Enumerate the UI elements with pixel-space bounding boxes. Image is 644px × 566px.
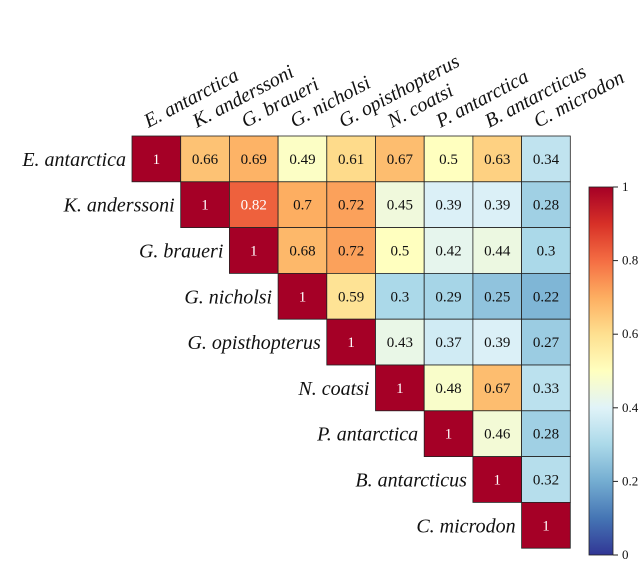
cell-value: 0.28 [533,427,559,443]
cell-value: 0.27 [533,335,560,351]
cell-value: 0.67 [387,152,414,168]
heatmap-cell [228,227,279,274]
colorbar-tick-label: 0.2 [622,473,638,488]
colorbar-gradient [588,186,614,556]
heatmap-cell [521,135,571,183]
heatmap-cell [131,135,182,183]
row-label: G. nicholsi [184,286,272,308]
heatmap-cell [423,135,474,183]
row-label: K. anderssoni [63,195,175,217]
heatmap-cell [472,456,522,503]
heatmap-cells: 1 0.66 0.69 0.49 0.61 0.67 0.5 0.63 0.34 1 0.82 0.7… [131,135,571,549]
cell-value: 1 [396,381,404,397]
cell-value: 0.32 [533,473,559,489]
heatmap-cell [521,410,571,457]
cell-value: 0.42 [435,244,461,260]
heatmap-cell [472,364,522,412]
heatmap-cell [375,135,425,183]
heatmap-cell [521,181,571,229]
cell-value: 1 [299,289,307,305]
cell-value: 0.34 [533,152,560,168]
heatmap-cell [277,272,328,320]
heatmap-cell [326,227,376,274]
heatmap-cell [326,318,376,366]
colorbar-tick-label: 0.4 [622,400,639,415]
heatmap-cell [180,135,230,183]
cell-value: 0.5 [390,244,409,260]
heatmap-cell [423,318,474,366]
colorbar-ticks: 0 0.2 0.4 0.6 0.8 1 [613,179,639,562]
cell-value: 0.39 [484,198,510,214]
cell-value: 0.5 [439,152,458,168]
cell-value: 0.69 [241,152,267,168]
cell-value: 1 [542,518,550,534]
heatmap-cell [423,272,474,320]
cell-value: 0.82 [241,198,267,214]
heatmap-cell [521,456,571,503]
row-label: P. antarctica [316,424,418,446]
row-label: G. braueri [139,241,223,263]
row-labels: E. antarctica K. anderssoni G. braueri G. n… [21,149,515,537]
cell-value: 0.45 [387,198,413,214]
heatmap-cell [375,318,425,366]
cell-value: 0.7 [293,198,312,214]
cell-value: 0.29 [435,289,461,305]
cell-value: 0.43 [387,335,413,351]
row-label: B. antarcticus [355,470,467,492]
heatmap-cell [277,135,328,183]
colorbar-tick-label: 0.6 [622,326,639,341]
colorbar-tick-label: 0.8 [622,253,638,268]
heatmap-cell [472,318,522,366]
cell-value: 0.3 [390,289,409,305]
colorbar: 0 0.2 0.4 0.6 0.8 1 [588,179,639,562]
cell-value: 0.44 [484,244,511,260]
row-label: G. opisthopterus [187,332,321,354]
colorbar-tick-label: 0 [622,547,629,562]
row-label: C. microdon [416,515,515,537]
heatmap-cell [521,501,571,549]
cell-value: 0.28 [533,198,559,214]
cell-value: 0.37 [435,335,462,351]
heatmap-cell [326,181,376,229]
cell-value: 0.66 [192,152,219,168]
heatmap-cell [472,181,522,229]
heatmap-cell [375,364,425,412]
cell-value: 0.67 [484,381,511,397]
cell-value: 0.68 [289,244,315,260]
cell-value: 0.72 [338,198,364,214]
cell-value: 0.25 [484,289,510,305]
cell-value: 0.48 [435,381,461,397]
cell-value: 0.46 [484,427,511,443]
cell-value: 0.39 [484,335,510,351]
cell-value: 0.3 [537,244,556,260]
cell-value: 1 [347,335,355,351]
cell-value: 0.39 [435,198,461,214]
cell-value: 1 [250,244,258,260]
colorbar-tick-label: 1 [622,179,629,194]
cell-value: 0.33 [533,381,559,397]
cell-value: 0.72 [338,244,364,260]
heatmap-cell [521,364,571,412]
row-label: E. antarctica [21,149,126,171]
heatmap-cell [375,181,425,229]
heatmap-cell [472,135,522,183]
heatmap-cell [423,364,474,412]
heatmap-cell [472,272,522,320]
cell-value: 0.59 [338,289,364,305]
cell-value: 0.22 [533,289,559,305]
cell-value: 1 [494,473,502,489]
cell-value: 1 [153,152,161,168]
cell-value: 1 [201,198,209,214]
heatmap-cell [423,410,474,457]
cell-value: 0.63 [484,152,510,168]
cell-value: 0.49 [289,152,315,168]
cell-value: 1 [445,427,453,443]
heatmap-cell [521,318,571,366]
cell-value: 0.61 [338,152,364,168]
row-label: N. coatsi [297,378,369,400]
